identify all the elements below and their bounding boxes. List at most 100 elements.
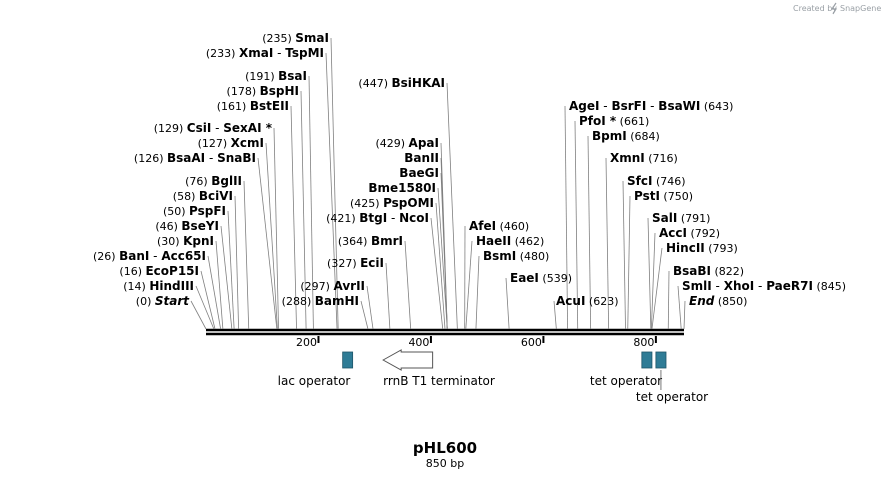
site-label-r3: EaeI (539)	[510, 271, 572, 285]
leader-line	[667, 270, 670, 330]
leader-line	[440, 172, 448, 330]
leader-line	[325, 52, 338, 330]
site-label-l20: BaeGI	[399, 166, 439, 180]
leader-line	[360, 300, 369, 330]
features: lac operator rrnB T1 terminator tet operat…	[278, 349, 708, 404]
site-label-l10: (50) PspFI	[163, 204, 226, 218]
site-label-l12: (30) KpnI	[157, 234, 214, 248]
site-label-l0: (235) SmaI	[262, 31, 329, 45]
leader-line	[564, 105, 568, 330]
site-label-l7: (126) BsaAI - SnaBI	[134, 151, 256, 165]
site-label-r7: XmnI (716)	[610, 151, 678, 165]
leader-line	[430, 217, 444, 330]
leader-line	[243, 180, 250, 330]
leader-line	[366, 285, 374, 330]
leader-line	[308, 75, 314, 330]
feature-label: lac operator	[278, 374, 351, 388]
leader-line	[677, 285, 682, 330]
snapgene-logo-icon	[830, 2, 838, 15]
axis-tick-label: 400	[408, 336, 429, 349]
leader-line	[404, 240, 412, 330]
leader-line	[273, 127, 279, 330]
site-label-l11: (46) BseYI	[155, 219, 219, 233]
site-label-l21: Bme1580I	[368, 181, 436, 195]
leader-line	[627, 195, 631, 330]
site-label-l15: (14) HindIII	[123, 279, 194, 293]
site-label-l9: (58) BciVI	[173, 189, 233, 203]
site-label-l25: (327) EciI	[327, 256, 384, 270]
axis-tick-label: 600	[521, 336, 542, 349]
leader-line	[446, 82, 458, 330]
leader-line	[300, 90, 307, 330]
leader-line	[290, 105, 297, 330]
site-label-r1: HaeII (462)	[476, 234, 544, 248]
restriction-sites: (235) SmaI(233) XmaI - TspMI(191) BsaI(1…	[93, 31, 846, 308]
site-label-l4: (161) BstEII	[217, 99, 289, 113]
credit-brand: SnapGene	[840, 4, 881, 13]
site-label-l24: (364) BmrI	[338, 234, 403, 248]
leader-line	[505, 277, 510, 330]
site-label-r4: AgeI - BsrFI - BsaWI (643)	[569, 99, 733, 113]
leader-line	[605, 157, 610, 330]
leader-line	[200, 270, 216, 330]
site-label-l17: (447) BsiHKAI	[358, 76, 445, 90]
axis-tick-label: 800	[633, 336, 654, 349]
credit-text: Created by	[793, 4, 837, 13]
leader-line	[234, 195, 240, 330]
site-label-l26: (297) AvrII	[300, 279, 365, 293]
site-label-r2: BsmI (480)	[483, 249, 549, 263]
leader-line	[265, 142, 278, 330]
leader-line	[574, 120, 579, 330]
site-label-r15: End (850)	[689, 294, 747, 308]
leader-line	[475, 255, 480, 330]
feature-box	[655, 351, 667, 369]
feature-label: tet operator	[590, 374, 662, 388]
axis-tick-label: 200	[296, 336, 317, 349]
site-label-r9: PstI (750)	[634, 189, 693, 203]
site-label-l14: (16) EcoP15I	[119, 264, 199, 278]
site-label-r6: BpmI (684)	[592, 129, 660, 143]
site-label-l13: (26) BanI - Acc65I	[93, 249, 206, 263]
feature-label: tet operator	[636, 390, 708, 404]
leader-line	[257, 157, 278, 330]
leader-line	[437, 187, 448, 330]
leader-line	[190, 300, 207, 330]
leader-line	[647, 217, 652, 330]
site-label-l22: (425) PspOMI	[350, 196, 434, 210]
leader-line	[207, 255, 222, 330]
site-label-r16: AcuI (623)	[556, 294, 619, 308]
plasmid-name: pHL600	[413, 439, 477, 457]
site-label-l16: (0) Start	[136, 294, 190, 308]
leader-line	[385, 262, 391, 330]
site-label-l6: (127) XcmI	[198, 136, 264, 150]
leader-line	[435, 202, 446, 330]
plasmid-length: 850 bp	[426, 457, 464, 470]
leader-line	[553, 300, 557, 330]
feature-label: rrnB T1 terminator	[383, 374, 495, 388]
site-label-l3: (178) BspHI	[227, 84, 299, 98]
feature-box	[342, 351, 354, 369]
site-label-l1: (233) XmaI - TspMI	[206, 46, 324, 60]
site-label-r5: PfoI * (661)	[579, 114, 649, 128]
leader-line	[651, 247, 663, 330]
leader-line	[622, 180, 626, 330]
leader-line	[220, 225, 233, 330]
site-label-r11: AccI (792)	[659, 226, 720, 240]
site-label-l23: (421) BtgI - NcoI	[326, 211, 429, 225]
leader-line	[683, 300, 686, 330]
feature-box	[641, 351, 653, 369]
leader-line	[587, 135, 592, 330]
site-label-r14: SmlI - XhoI - PaeR7I (845)	[682, 279, 846, 293]
leader-lines	[190, 37, 686, 330]
site-label-r13: BsaBI (822)	[673, 264, 744, 278]
site-label-r0: AfeI (460)	[469, 219, 529, 233]
leader-line	[195, 285, 215, 330]
leader-line	[215, 240, 224, 330]
site-label-r12: HincII (793)	[666, 241, 738, 255]
site-label-l19: BanII	[404, 151, 439, 165]
leader-line	[650, 232, 656, 330]
site-label-r10: SalI (791)	[652, 211, 710, 225]
sequence-backbone	[206, 328, 684, 336]
leader-line	[330, 37, 339, 330]
